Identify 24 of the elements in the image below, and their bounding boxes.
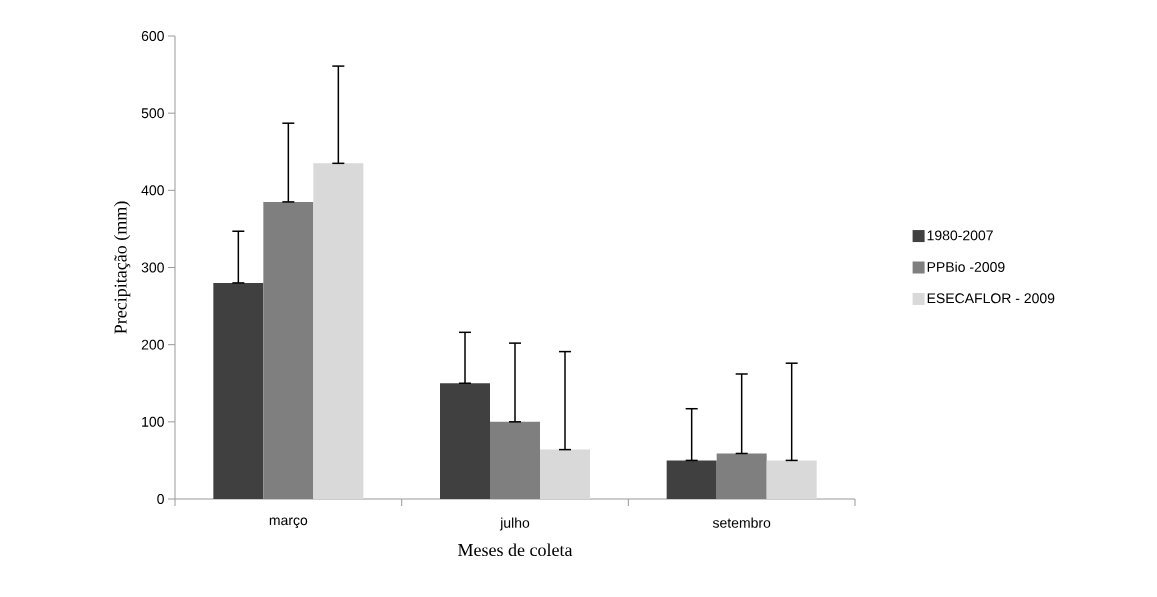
y-tick-label: 100	[142, 416, 164, 427]
bar	[213, 282, 264, 499]
y-tick-label: 400	[141, 185, 164, 196]
x-axis-title: Meses de coleta	[458, 543, 573, 557]
y-tick-label: 300	[141, 262, 164, 273]
x-tick-label: março	[269, 517, 308, 529]
bar	[313, 163, 364, 499]
y-tick-label: 500	[141, 108, 164, 119]
bar	[263, 201, 314, 499]
y-tick-label: 600	[141, 31, 164, 41]
x-tick-label: setembro	[712, 517, 771, 528]
bar	[540, 449, 590, 499]
x-tick-label: julho	[499, 517, 530, 531]
bar	[766, 460, 817, 499]
legend-label: 1980-2007	[927, 230, 993, 241]
bar	[490, 421, 540, 499]
bar	[666, 460, 717, 499]
bar	[716, 453, 767, 499]
legend-label: PPBio -2009	[927, 261, 1005, 272]
y-axis-title: Precipitação (mm)	[113, 201, 131, 334]
bar	[440, 383, 490, 499]
legend-label: ESECAFLOR - 2009	[927, 293, 1055, 304]
y-tick-label: 200	[141, 339, 164, 350]
y-tick-label: 0	[157, 494, 164, 504]
